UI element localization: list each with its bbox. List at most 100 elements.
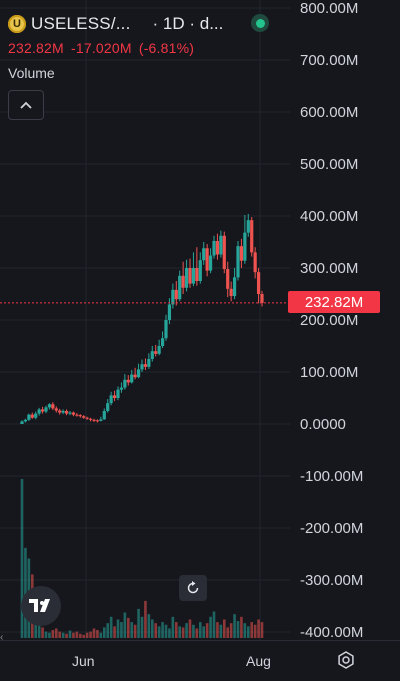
volume-bar <box>99 632 103 638</box>
volume-bar <box>212 611 216 638</box>
volume-bar <box>37 616 41 638</box>
volume-bar <box>123 612 127 638</box>
chart-header: U USELESS/... · 1D · d... 232.82M -17.02… <box>8 12 269 120</box>
y-axis-label: -200.00M <box>300 520 363 537</box>
time-axis[interactable]: Jun Aug <box>0 640 400 681</box>
volume-bar <box>58 631 62 638</box>
candle-body <box>181 275 185 288</box>
candle-body <box>106 403 110 411</box>
candle-body <box>51 404 55 409</box>
volume-bar <box>205 623 209 638</box>
candle-body <box>75 414 79 416</box>
candle-body <box>20 421 24 424</box>
volume-bar <box>161 622 164 638</box>
volume-bar <box>222 619 226 638</box>
candle-body <box>64 411 69 414</box>
candle-body <box>212 240 216 256</box>
volume-bar <box>192 624 195 638</box>
volume-bar <box>92 628 96 638</box>
y-axis-label: 700.00M <box>300 52 358 69</box>
volume-bar <box>202 626 206 638</box>
volume-bar <box>150 619 154 638</box>
candle-body <box>116 389 120 398</box>
candle-body <box>188 268 192 284</box>
candle-body <box>246 220 250 233</box>
volume-bar <box>171 616 175 638</box>
volume-bar <box>154 623 158 638</box>
candle-body <box>174 289 178 300</box>
volume-bar <box>106 623 110 638</box>
volume-bar <box>198 622 202 638</box>
candle-body <box>99 419 103 421</box>
volume-bar <box>140 616 144 638</box>
candle-body <box>171 289 175 305</box>
symbol-name[interactable]: USELESS/... <box>31 14 131 33</box>
symbol-row[interactable]: U USELESS/... · 1D · d... <box>8 12 269 36</box>
volume-bar <box>82 634 86 638</box>
candle-body <box>130 374 134 383</box>
candle-body <box>236 246 240 278</box>
volume-bar <box>233 614 236 638</box>
candle-body <box>250 220 254 253</box>
y-axis-label: 400.00M <box>300 208 358 225</box>
volume-bar <box>219 624 223 638</box>
refresh-icon <box>187 581 199 594</box>
live-status-icon <box>251 14 269 32</box>
y-axis-label: -100.00M <box>300 468 363 485</box>
volume-bar <box>20 479 24 638</box>
volume-indicator-label[interactable]: Volume <box>8 65 55 81</box>
candle-body <box>239 246 244 261</box>
tradingview-logo-icon[interactable] <box>21 586 61 626</box>
volume-bar <box>168 628 171 638</box>
candle-body <box>229 288 233 297</box>
candle-body <box>150 351 154 359</box>
candle-body <box>160 338 165 346</box>
candle-body <box>112 395 117 398</box>
volume-bar <box>61 632 65 638</box>
volume-bar <box>120 622 123 638</box>
candle-body <box>178 275 182 300</box>
candle-body <box>140 364 144 370</box>
y-axis-label: 0.0000 <box>300 416 346 433</box>
gear-icon <box>338 651 354 669</box>
volume-bar <box>44 631 48 638</box>
volume-bar <box>185 623 188 638</box>
y-axis-label: 300.00M <box>300 260 358 277</box>
volume-bar <box>229 623 233 638</box>
volume-bar <box>181 627 185 638</box>
candle-body <box>102 411 106 420</box>
volume-bar <box>236 621 240 638</box>
reset-chart-button[interactable] <box>179 575 207 601</box>
candle-body <box>88 418 93 420</box>
volume-bar <box>174 622 178 638</box>
collapse-indicators-button[interactable] <box>8 90 44 120</box>
candle-body <box>54 408 58 411</box>
candle-body <box>215 240 220 255</box>
scroll-left-icon[interactable]: ‹ <box>0 632 4 643</box>
volume-bar <box>188 619 192 638</box>
candle-body <box>27 414 31 420</box>
candle-body <box>30 414 34 418</box>
y-axis-label: 200.00M <box>300 312 358 329</box>
candle-body <box>71 412 76 415</box>
time-label-aug: Aug <box>246 653 271 669</box>
candle-body <box>133 374 137 378</box>
price-change-row: 232.82M -17.020M (-6.81%) <box>8 40 223 56</box>
candle-body <box>123 379 127 388</box>
candle-body <box>78 415 82 417</box>
candle-body <box>44 407 48 412</box>
candle-body <box>68 412 72 414</box>
chevron-up-icon <box>20 101 32 109</box>
candle-body <box>232 277 237 297</box>
candle-body <box>198 260 202 281</box>
last-price-tag: 232.82M <box>288 291 380 313</box>
candle-body <box>119 387 124 390</box>
candle-body <box>195 268 199 281</box>
volume-bar <box>68 630 72 638</box>
interval-label[interactable]: · 1D · d... <box>152 14 224 33</box>
volume-bar <box>257 619 260 638</box>
candle-body <box>37 409 41 414</box>
chart-settings-button[interactable] <box>336 650 356 670</box>
candle-body <box>191 268 196 284</box>
volume-bar <box>144 600 147 638</box>
